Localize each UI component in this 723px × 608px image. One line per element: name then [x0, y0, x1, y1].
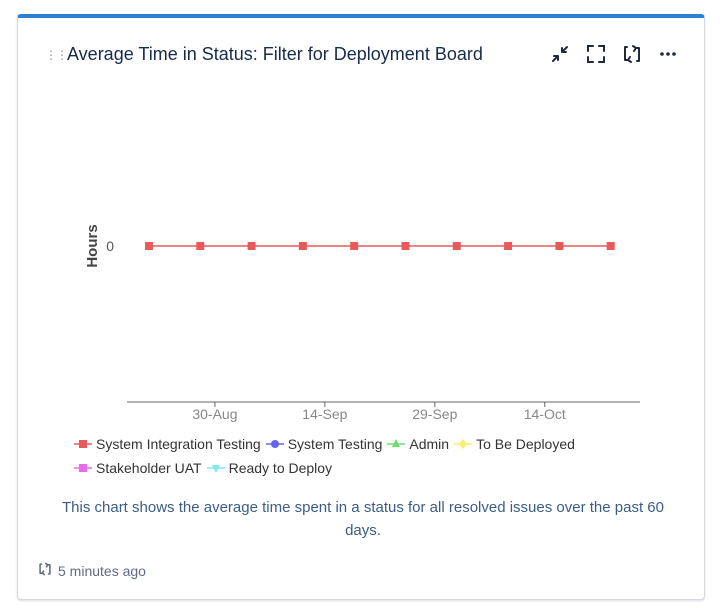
data-point [555, 242, 564, 250]
legend-label: System Integration Testing [96, 436, 261, 452]
y-axis-label: Hours [84, 224, 101, 267]
last-updated-text: 5 minutes ago [58, 562, 146, 579]
collapse-arrows-icon[interactable] [548, 42, 572, 66]
legend-item-ready-to-deploy[interactable]: Ready to Deploy [206, 457, 333, 479]
legend-marker-icon [454, 437, 476, 451]
x-tick-label: 30-Aug [192, 406, 237, 422]
data-point [401, 242, 410, 250]
data-point [196, 242, 205, 250]
data-point [247, 242, 256, 250]
legend-label: Stakeholder UAT [96, 460, 202, 476]
legend-marker-icon [206, 461, 229, 475]
legend-item-system-testing[interactable]: System Testing [265, 433, 383, 455]
legend-item-system-integration-testing[interactable]: System Integration Testing [74, 433, 261, 455]
refresh-small-icon[interactable] [38, 562, 52, 579]
refresh-icon[interactable] [620, 42, 644, 66]
legend-marker-icon [74, 461, 96, 475]
chart-description: This chart shows the average time spent … [62, 499, 664, 539]
x-tick-label: 29-Sep [412, 406, 457, 422]
data-point [298, 242, 307, 250]
legend-label: System Testing [287, 436, 383, 452]
expand-corners-icon[interactable] [584, 42, 608, 66]
drag-handle-icon[interactable]: ⋮⋮ [45, 48, 68, 62]
chart-legend: System Integration Testing System Testing… [74, 433, 654, 481]
data-point [350, 242, 359, 250]
data-point [144, 242, 153, 250]
y-tick-label: 0 [106, 238, 114, 254]
legend-label: To Be Deployed [476, 436, 575, 452]
legend-marker-icon [74, 437, 96, 451]
legend-label: Ready to Deploy [228, 460, 333, 476]
x-tick-label: 14-Sep [302, 406, 347, 422]
data-point [606, 242, 615, 250]
more-horizontal-icon[interactable] [656, 42, 680, 66]
legend-marker-icon [265, 437, 288, 451]
data-point [452, 242, 461, 250]
gadget-title: Average Time in Status: Filter for Deplo… [67, 44, 483, 64]
legend-marker-icon [387, 437, 409, 451]
x-tick-label: 14-Oct [524, 406, 566, 422]
data-point [504, 242, 513, 250]
legend-item-stakeholder-uat[interactable]: Stakeholder UAT [74, 457, 202, 479]
gadget-toolbar [548, 42, 680, 66]
gadget-footer: 5 minutes ago [38, 562, 146, 579]
legend-item-admin[interactable]: Admin [387, 433, 449, 455]
legend-item-to-be-deployed[interactable]: To Be Deployed [454, 433, 575, 455]
dashboard-gadget: ⋮⋮ Average Time in Status: Filter for De… [17, 14, 705, 600]
legend-label: Admin [409, 436, 450, 452]
